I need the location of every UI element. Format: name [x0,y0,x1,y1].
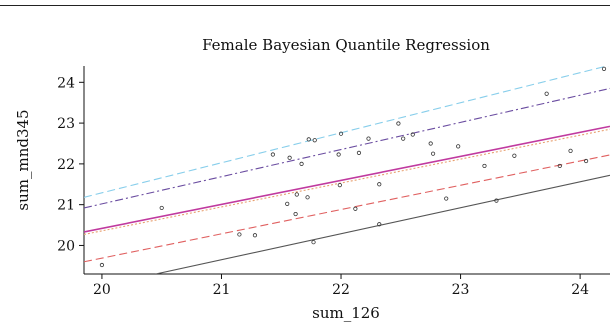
data-point [366,136,371,141]
data-point [294,192,299,197]
data-point [557,163,562,169]
data-point [494,198,499,203]
data-point [353,206,358,211]
x-tick-label: 23 [452,282,470,298]
y-tick-label: 20 [57,238,75,254]
top-rule [0,5,610,6]
x-axis-ticks: 20 21 22 23 24 [93,274,589,298]
quantile-line-3 [84,125,610,233]
quantile-line-1 [84,66,610,198]
data-point [159,205,164,211]
data-point [396,121,401,126]
data-point [285,201,290,206]
plot-area [83,66,610,275]
data-point [338,131,344,136]
data-point [401,136,406,141]
x-axis-title: sum_126 [312,304,380,322]
data-point [456,144,461,149]
x-tick-label: 24 [571,282,589,298]
data-point [512,153,517,158]
data-point [544,91,549,96]
x-tick-label: 22 [332,282,350,298]
chart-title: Female Bayesian Quantile Regression [202,36,490,54]
data-point [428,141,433,146]
data-point [312,138,317,143]
data-point [306,137,311,142]
y-axis-ticks: 20 21 22 23 24 [57,75,84,254]
data-point [410,132,415,137]
data-point [293,211,298,217]
data-point [237,232,242,237]
y-tick-label: 24 [57,75,75,91]
data-point [311,240,316,245]
quantile-line-5 [84,154,610,263]
x-tick-label: 20 [93,282,111,298]
quantile-line-6 [155,174,610,274]
data-point [99,262,105,268]
data-point [568,148,573,153]
data-point [287,155,292,160]
data-point [336,152,341,157]
data-point [337,182,342,188]
data-point [601,66,607,71]
y-tick-label: 23 [57,116,75,132]
data-point [270,152,275,157]
data-point [444,196,449,201]
y-tick-label: 22 [57,157,75,173]
data-point [583,158,589,164]
data-point [377,222,382,227]
quantile-line-4 [84,128,610,235]
data-point [430,151,436,156]
data-point [482,163,487,169]
y-axis-title: sum_mnd345 [14,109,32,210]
data-point [356,150,362,155]
data-point [377,182,382,187]
x-tick-label: 21 [213,282,231,298]
data-point [305,195,310,200]
data-point [252,233,258,238]
quantile-line-2 [84,87,610,209]
y-tick-label: 21 [57,198,75,214]
data-point [299,161,304,166]
